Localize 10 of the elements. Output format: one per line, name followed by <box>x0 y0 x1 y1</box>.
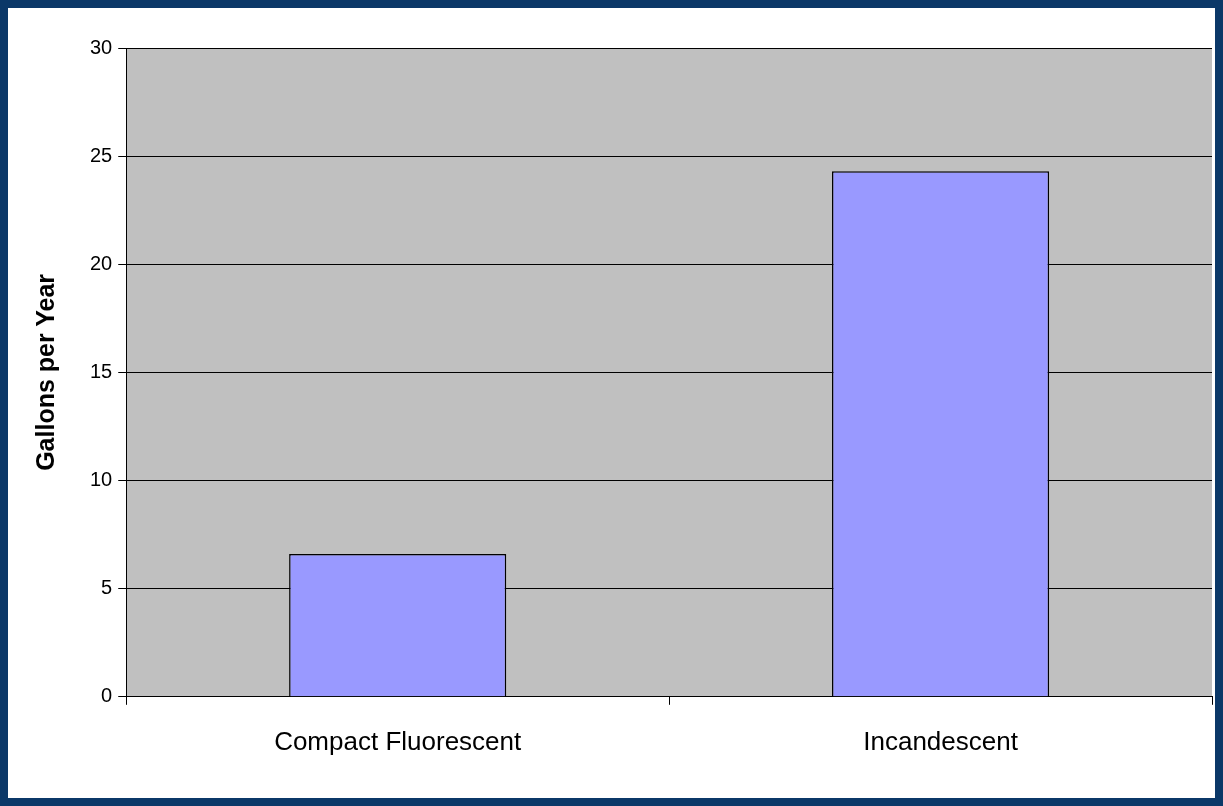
y-tick-label: 30 <box>90 35 113 58</box>
y-tick-label: 25 <box>90 143 113 166</box>
y-tick-label: 0 <box>101 684 113 707</box>
y-tick-label: 5 <box>101 576 113 599</box>
x-tick-label: Compact Fluorescent <box>274 725 523 756</box>
y-axis-title: Gallons per Year <box>30 273 59 471</box>
y-tick-label: 20 <box>90 251 113 274</box>
y-tick-label: 10 <box>90 468 113 491</box>
y-tick-label: 15 <box>90 359 113 382</box>
x-tick-label: Incandescent <box>863 725 1019 756</box>
